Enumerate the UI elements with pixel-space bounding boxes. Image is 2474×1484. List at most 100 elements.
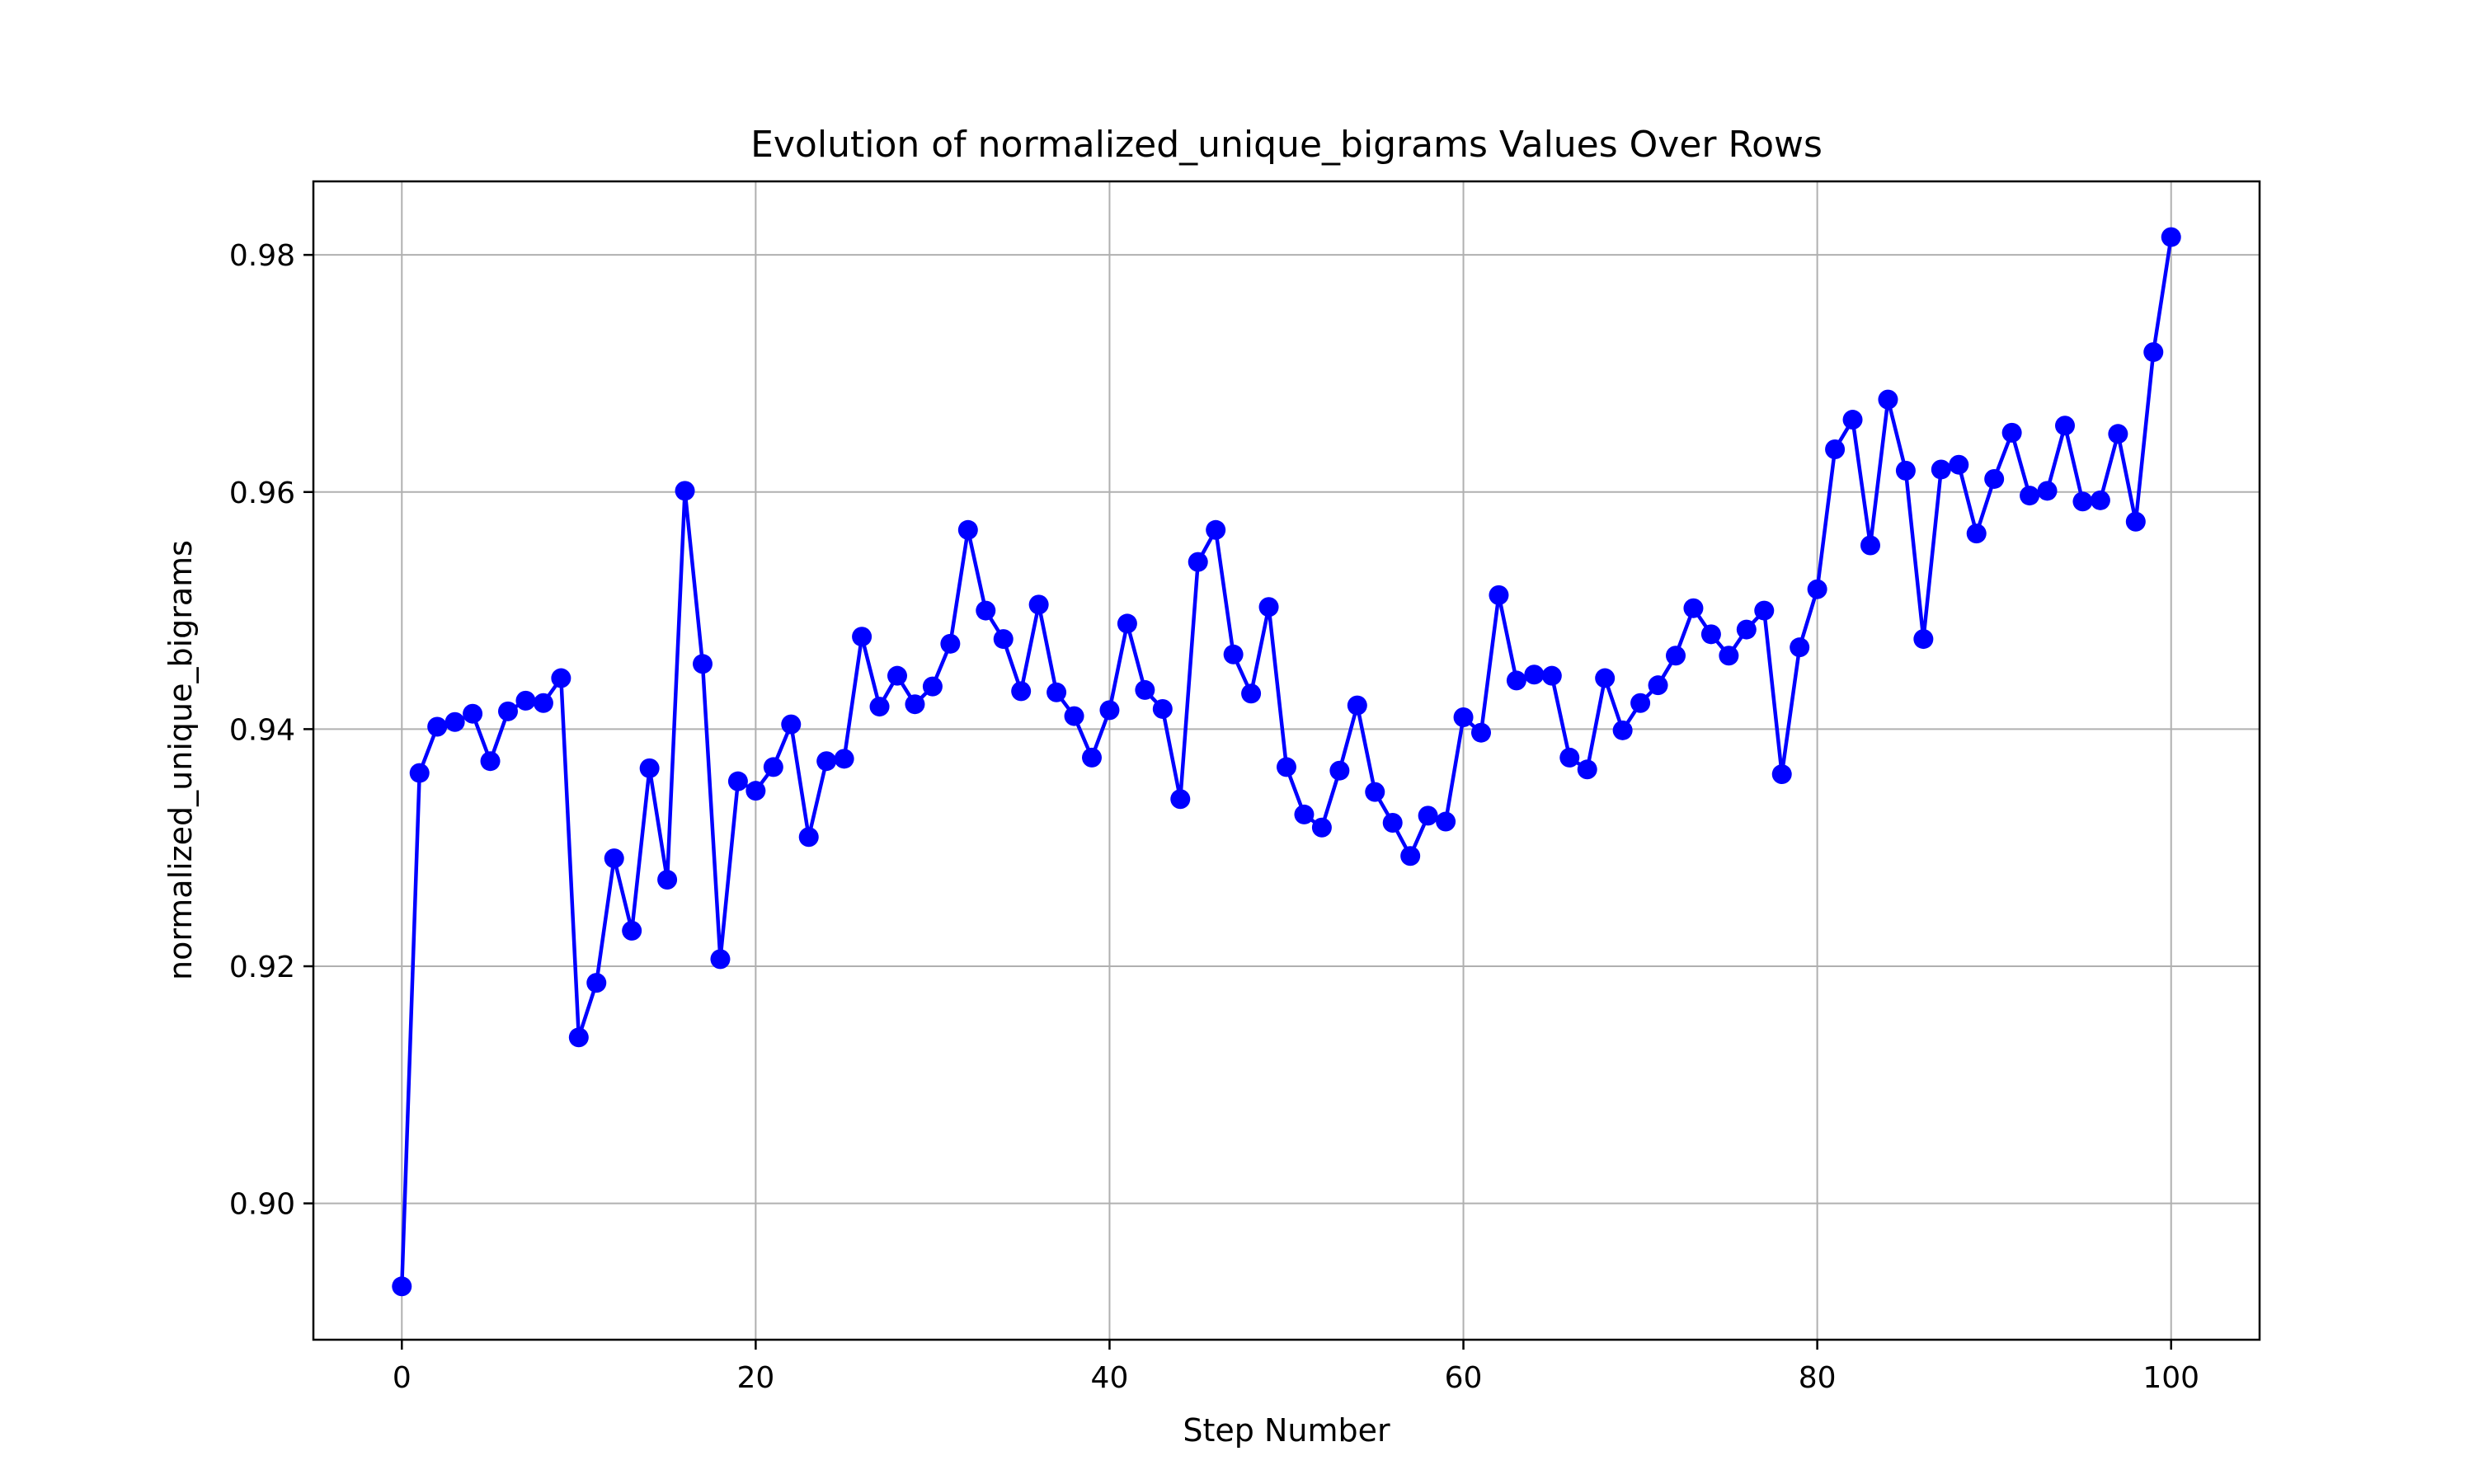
data-point [1860, 535, 1880, 556]
data-point [710, 949, 731, 970]
data-point [1436, 811, 1456, 832]
data-point [1365, 782, 1385, 802]
data-point [1028, 594, 1049, 615]
data-point [1984, 468, 2005, 489]
data-point [922, 676, 943, 697]
data-point [781, 714, 802, 735]
data-point [1258, 597, 1279, 618]
data-point [1966, 524, 1987, 544]
data-point [869, 697, 890, 717]
data-point [1577, 759, 1597, 780]
y-tick-label: 0.90 [229, 1188, 295, 1222]
data-point [1188, 552, 1208, 572]
data-point [1524, 665, 1545, 685]
data-point [533, 693, 553, 713]
data-point [1064, 706, 1084, 726]
data-point [993, 629, 1014, 650]
data-point [2143, 342, 2164, 363]
data-point [2090, 490, 2110, 510]
data-point [1223, 644, 1244, 665]
data-point [444, 711, 465, 732]
data-point [834, 749, 854, 769]
data-point [1754, 600, 1775, 621]
data-point [463, 703, 483, 724]
data-point [887, 665, 907, 686]
y-tick-label: 0.96 [229, 477, 295, 510]
data-point [2001, 422, 2022, 443]
data-points [392, 227, 2181, 1297]
grid-lines [313, 181, 2260, 1340]
data-point [1099, 700, 1120, 721]
x-tick-label: 60 [1445, 1361, 1483, 1395]
data-point [1418, 805, 1438, 826]
plot-area-frame [312, 180, 2261, 1341]
data-point [2055, 416, 2075, 436]
data-point [1506, 670, 1526, 691]
data-point [2020, 486, 2040, 506]
y-axis-label: normalized_unique_bigrams [162, 540, 199, 980]
data-point [745, 781, 766, 801]
data-point [1807, 579, 1827, 599]
data-point [551, 668, 571, 688]
data-point [1471, 722, 1491, 743]
data-point [1347, 695, 1367, 716]
data-point [957, 519, 978, 540]
data-point [1294, 804, 1315, 824]
data-point [1790, 637, 1810, 658]
data-point [1277, 757, 1296, 777]
data-point [675, 481, 695, 501]
data-point [1666, 646, 1686, 666]
data-point [2108, 424, 2128, 444]
data-point [2037, 481, 2058, 501]
data-point [392, 1276, 412, 1297]
data-point [1595, 668, 1616, 688]
data-point [1400, 846, 1421, 866]
data-point [763, 757, 783, 777]
data-point [604, 848, 624, 869]
data-point [427, 716, 448, 737]
data-point [657, 870, 678, 890]
data-point [1700, 624, 1721, 645]
data-point [1630, 693, 1651, 713]
data-point [905, 694, 925, 715]
data-point [2161, 227, 2181, 247]
data-point [1559, 747, 1580, 768]
data-point [1913, 629, 1934, 650]
data-point [1170, 789, 1191, 810]
data-point [1382, 812, 1403, 833]
axis-ticks: 0 20 40 60 80 100 0.90 0.92 0.94 0.96 0.98 [229, 239, 2199, 1395]
data-point [515, 690, 536, 711]
data-point [480, 751, 501, 772]
data-point [1489, 585, 1509, 605]
data-point [1453, 707, 1474, 728]
data-point [1241, 683, 1262, 704]
data-point [1541, 665, 1562, 686]
data-point [1949, 454, 1969, 475]
data-point [1825, 439, 1846, 460]
data-point [1842, 410, 1863, 430]
chart-title: Evolution of normalized_unique_bigrams V… [750, 124, 1823, 166]
data-point [2125, 511, 2146, 532]
data-point [1931, 459, 1951, 480]
y-tick-label: 0.92 [229, 951, 295, 984]
data-point [409, 763, 430, 783]
data-point [1736, 619, 1757, 640]
data-point [1206, 519, 1226, 540]
data-point [1771, 764, 1792, 785]
data-point [1011, 681, 1032, 702]
data-point [586, 973, 607, 993]
data-point [727, 771, 748, 791]
data-point [1329, 760, 1350, 781]
x-tick-label: 40 [1091, 1361, 1129, 1395]
data-point [1895, 460, 1916, 481]
data-point [1612, 720, 1633, 740]
data-point [1152, 698, 1173, 719]
y-tick-label: 0.98 [229, 239, 295, 273]
data-point [816, 751, 837, 772]
data-point [693, 654, 713, 674]
data-point [852, 627, 872, 647]
data-point [1082, 747, 1102, 768]
data-point [940, 633, 961, 654]
x-axis-label: Step Number [1183, 1412, 1390, 1449]
